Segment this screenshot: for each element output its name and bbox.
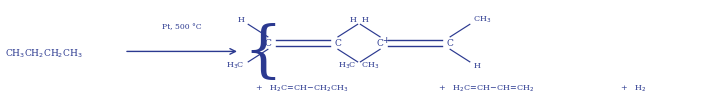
Text: C: C (334, 39, 341, 48)
Text: +   H$_2$C$\!=\!$CH$-$CH$_2$CH$_3$: + H$_2$C$\!=\!$CH$-$CH$_2$CH$_3$ (256, 84, 349, 94)
Text: C: C (265, 39, 271, 48)
Text: H: H (238, 16, 245, 24)
Text: CH$_3$: CH$_3$ (361, 61, 379, 71)
Text: {: { (244, 24, 282, 83)
Text: CH$_3$: CH$_3$ (473, 15, 491, 25)
Text: Pt, 500 °C: Pt, 500 °C (163, 23, 202, 31)
Text: H$_3$C: H$_3$C (226, 61, 245, 71)
Text: H$_3$C: H$_3$C (339, 61, 357, 71)
Text: CH$_3$CH$_2$CH$_2$CH$_3$: CH$_3$CH$_2$CH$_2$CH$_3$ (5, 47, 82, 60)
Text: H: H (350, 16, 357, 24)
Text: +: + (382, 36, 389, 45)
Text: +   H$_2$: + H$_2$ (620, 84, 646, 94)
Text: H: H (361, 16, 368, 24)
Text: C: C (447, 39, 453, 48)
Text: +   H$_2$C$\!=\!$CH$-$CH$\!=\!$CH$_2$: + H$_2$C$\!=\!$CH$-$CH$\!=\!$CH$_2$ (438, 84, 534, 94)
Text: H: H (473, 62, 480, 70)
Text: C: C (377, 39, 384, 48)
